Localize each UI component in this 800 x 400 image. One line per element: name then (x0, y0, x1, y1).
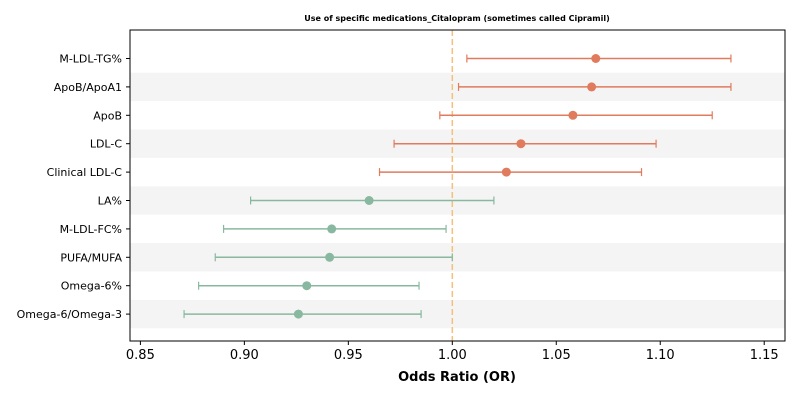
x-tick-label: 1.10 (646, 348, 675, 363)
or-point (501, 167, 511, 177)
y-tick-label: LA% (98, 195, 122, 208)
y-tick-label: Omega-6/Omega-3 (17, 308, 122, 321)
or-point (302, 281, 312, 291)
y-tick-labels: M-LDL-TG% ApoB/ApoA1 ApoB LDL-C Clinical LDL… (17, 53, 130, 321)
x-axis-label: Odds Ratio (OR) (398, 370, 516, 385)
y-tick-label: PUFA/MUFA (60, 251, 122, 264)
y-tick-label: ApoB/ApoA1 (54, 81, 122, 94)
y-tick-label: ApoB (93, 109, 122, 122)
x-tick-label: 1.05 (542, 348, 571, 363)
or-point (587, 82, 597, 92)
data-marks (183, 54, 732, 319)
y-tick-label: M-LDL-TG% (59, 53, 122, 66)
or-point (325, 252, 335, 262)
y-tick-label: Clinical LDL-C (47, 166, 123, 179)
or-point (516, 139, 526, 149)
y-tick-label: Omega-6% (61, 280, 122, 293)
or-point (327, 224, 337, 234)
x-tick-label: 0.85 (126, 348, 155, 363)
or-point (591, 54, 601, 63)
x-tick-label: 0.95 (334, 348, 363, 363)
x-tick-label: 1.00 (438, 348, 467, 363)
or-point (364, 196, 374, 205)
x-tick-label: 1.15 (750, 348, 779, 363)
chart-title: Use of specific medications_Citalopram (… (304, 14, 610, 23)
y-tick-label: M-LDL-FC% (60, 223, 122, 236)
plot-frame (129, 29, 786, 342)
or-point (568, 110, 578, 120)
x-ticks: 0.85 0.90 0.95 1.00 1.05 1.10 1.15 (126, 341, 779, 363)
or-point (293, 309, 303, 319)
x-tick-label: 0.90 (230, 348, 259, 363)
y-tick-label: LDL-C (90, 138, 123, 151)
